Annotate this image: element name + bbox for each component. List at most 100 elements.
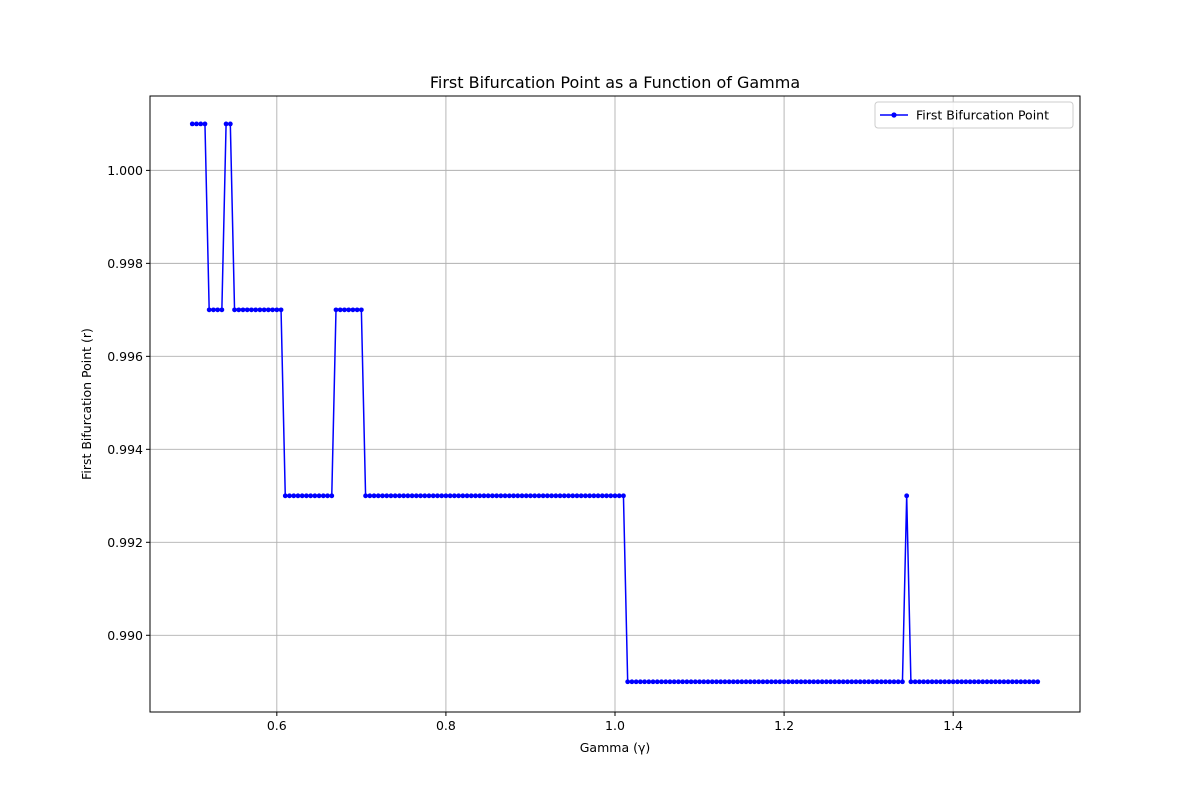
data-point: [807, 679, 812, 685]
data-point: [511, 493, 516, 499]
x-tick-label: 1.2: [774, 718, 794, 733]
data-point: [773, 679, 779, 685]
data-point: [912, 679, 918, 685]
data-point: [650, 679, 656, 685]
data-point: [312, 493, 318, 499]
data-point: [642, 679, 647, 685]
data-point: [802, 679, 808, 685]
data-point: [430, 493, 436, 499]
data-point: [925, 679, 931, 685]
data-point: [785, 679, 791, 685]
data-point: [485, 493, 491, 499]
data-point: [1005, 679, 1011, 685]
data-point: [621, 493, 626, 499]
data-point: [735, 679, 740, 685]
y-axis-label: First Bifurcation Point (r): [79, 328, 94, 480]
data-point: [608, 493, 614, 499]
data-point: [447, 493, 453, 499]
data-point: [561, 493, 567, 499]
data-point: [777, 679, 783, 685]
data-point: [722, 679, 728, 685]
data-point: [629, 679, 635, 685]
data-point: [426, 493, 432, 499]
data-point: [392, 493, 398, 499]
data-point: [557, 493, 563, 499]
data-point: [676, 679, 681, 685]
data-point: [227, 121, 233, 127]
data-point: [274, 307, 280, 313]
data-point: [405, 493, 411, 499]
x-tick-label: 0.8: [436, 718, 456, 733]
data-point: [515, 493, 521, 499]
data-point: [468, 493, 474, 499]
x-tick-label: 1.0: [605, 718, 625, 733]
data-point: [764, 679, 770, 685]
data-point: [451, 493, 457, 499]
data-point: [240, 307, 246, 313]
data-point: [544, 493, 550, 499]
data-point: [578, 493, 584, 499]
data-point: [536, 493, 542, 499]
data-point: [570, 493, 576, 499]
data-point: [587, 493, 593, 499]
data-point: [697, 679, 702, 685]
data-point: [354, 307, 360, 313]
data-point: [523, 493, 529, 499]
data-point: [604, 493, 609, 499]
data-point: [747, 679, 753, 685]
data-point: [942, 679, 948, 685]
data-point: [566, 493, 571, 499]
data-point: [756, 679, 762, 685]
data-point: [194, 121, 199, 127]
data-point: [980, 679, 986, 685]
data-point: [646, 679, 652, 685]
data-point: [993, 679, 998, 685]
data-point: [413, 493, 419, 499]
data-point: [460, 493, 466, 499]
data-point: [211, 307, 216, 313]
data-point: [916, 679, 922, 685]
data-point: [684, 679, 690, 685]
data-point: [316, 493, 322, 499]
data-point: [828, 679, 833, 685]
data-point: [540, 493, 546, 499]
data-point: [532, 493, 538, 499]
data-point: [870, 679, 876, 685]
x-axis-ticks: 0.6 0.8 1.0 1.2 1.4: [267, 712, 963, 733]
data-point: [346, 307, 352, 313]
data-point: [769, 679, 774, 685]
data-point: [845, 679, 850, 685]
data-point: [832, 679, 838, 685]
data-point: [304, 493, 309, 499]
data-point: [249, 307, 254, 313]
data-point: [967, 679, 973, 685]
y-tick-label: 1.000: [107, 163, 143, 178]
grid: [150, 96, 1080, 712]
data-point: [278, 307, 284, 313]
data-point: [337, 307, 343, 313]
data-point: [295, 493, 301, 499]
data-point: [549, 493, 554, 499]
data-point: [692, 679, 698, 685]
data-point: [244, 307, 250, 313]
data-point: [528, 493, 533, 499]
data-point: [654, 679, 660, 685]
data-point: [265, 307, 271, 313]
data-point: [464, 493, 470, 499]
x-tick-label: 1.4: [943, 718, 963, 733]
data-point: [963, 679, 969, 685]
data-point: [198, 121, 204, 127]
data-point: [997, 679, 1003, 685]
data-point: [976, 679, 981, 685]
data-point: [1035, 679, 1041, 685]
data-point: [287, 493, 292, 499]
data-point: [219, 307, 225, 313]
data-point: [908, 679, 914, 685]
data-point: [375, 493, 381, 499]
data-point: [591, 493, 597, 499]
data-point: [857, 679, 863, 685]
data-point: [900, 679, 905, 685]
data-point: [671, 679, 677, 685]
data-point: [270, 307, 275, 313]
